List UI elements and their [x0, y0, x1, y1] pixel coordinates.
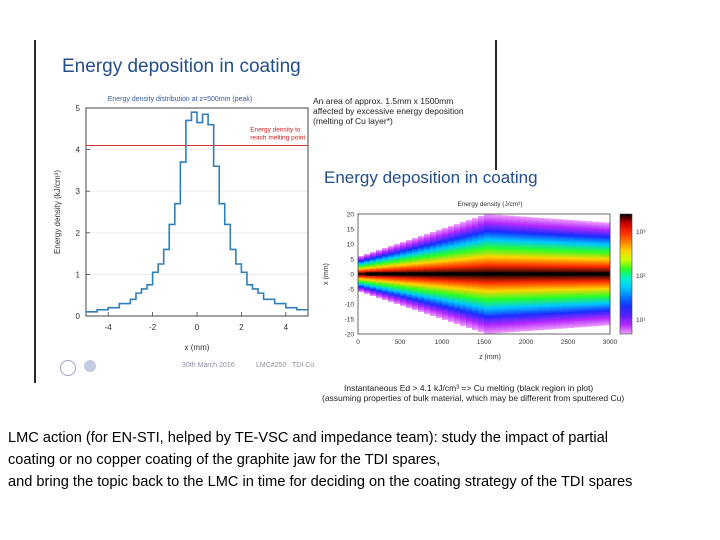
energy-density-series-line	[86, 111, 308, 313]
heatmap-xlabel: z (mm)	[479, 354, 501, 361]
left-divider	[34, 40, 36, 383]
footer-name: TDI Co	[292, 362, 315, 369]
heatmap-y-tick-label: 10	[347, 242, 355, 249]
heatmap-y-tick-label: -10	[345, 302, 355, 309]
melting-region	[366, 272, 610, 276]
annotation-line: An area of approx. 1.5mm x 1500mm	[313, 96, 454, 106]
y-tick-label: 3	[76, 187, 81, 196]
colorbar-tick-label: 10²	[636, 273, 646, 280]
body-line: LMC action (for EN-STI, helped by TE-VSC…	[8, 430, 608, 446]
line-chart: Energy density distribution at z=500mm (…	[53, 96, 309, 352]
heatmap-ylabel: x (mm)	[323, 263, 330, 285]
heatmap-y-tick-label: -5	[348, 287, 354, 294]
right-panel-title: Energy deposition in coating	[324, 168, 538, 187]
heatmap-column	[358, 256, 365, 292]
threshold-label-line: reach melting point	[250, 134, 305, 141]
left-panel-title: Energy deposition in coating	[62, 56, 301, 77]
heatmap-x-tick-label: 500	[395, 339, 406, 346]
x-tick-label: 0	[195, 323, 200, 332]
colorbar-tick-label: 10³	[636, 229, 646, 236]
heatmap-y-tick-label: 15	[347, 227, 355, 234]
heatmap-x-tick-label: 2000	[519, 339, 534, 346]
cern-logo-icon	[60, 360, 76, 376]
y-tick-label: 5	[76, 104, 81, 113]
footer-meeting: LMC#250	[256, 362, 287, 369]
footer-date: 30th March 2016	[182, 362, 235, 369]
colorbar-tick-label: 10¹	[636, 317, 646, 324]
threshold-label-line: Energy density to	[250, 126, 301, 133]
heatmap-x-tick-label: 2500	[561, 339, 576, 346]
x-tick-label: 4	[284, 323, 289, 332]
body-line: coating or no copper coating of the grap…	[8, 452, 441, 468]
heatmap-chart: Energy density (J/cm³) 20 15 10 5 0 -5 -10 -15 -…	[323, 201, 646, 361]
heatmap-caption: Instantaneous Ed > 4.1 kJ/cm³ => Cu melt…	[322, 383, 624, 403]
heatmap-y-tick-label: -20	[345, 332, 355, 339]
heatmap-title: Energy density (J/cm³)	[457, 201, 522, 208]
x-tick-label: 2	[239, 323, 244, 332]
heatmap-y-tick-label: 5	[350, 257, 354, 264]
line-chart-xlabel: x (mm)	[185, 343, 210, 352]
line-chart-ylabel: Energy density (kJ/cm³)	[53, 170, 62, 254]
colorbar	[619, 213, 633, 335]
y-tick-label: 2	[76, 229, 81, 238]
heatmap-x-tick-label: 0	[356, 339, 360, 346]
right-divider	[495, 40, 497, 170]
heatmap-x-tick-label: 1500	[477, 339, 492, 346]
slide-footer: 30th March 2016 LMC#250 TDI Co	[40, 356, 316, 378]
heatmap-y-tick-label: 0	[350, 272, 354, 279]
annotation-line: (melting of Cu layer*)	[313, 116, 393, 126]
heatmap-x-tick-label: 1000	[435, 339, 450, 346]
heatmap-y-tick-label: -15	[345, 317, 355, 324]
annotation-line: affected by excessive energy deposition	[313, 106, 464, 116]
caption-line: Instantaneous Ed > 4.1 kJ/cm³ => Cu melt…	[344, 383, 594, 393]
body-line: and bring the topic back to the LMC in t…	[8, 474, 633, 490]
line-chart-title: Energy density distribution at z=500mm (…	[108, 96, 253, 103]
caption-line: (assuming properties of bulk material, w…	[322, 393, 625, 403]
x-tick-label: -4	[105, 323, 113, 332]
y-tick-label: 4	[76, 146, 81, 155]
annotation-text: An area of approx. 1.5mm x 1500mm affect…	[313, 96, 491, 126]
heatmap-body	[358, 214, 611, 334]
slide-body-text: LMC action (for EN-STI, helped by TE-VSC…	[8, 427, 632, 493]
en-logo-icon	[84, 360, 96, 372]
heatmap-x-tick-label: 3000	[603, 339, 618, 346]
y-tick-label: 1	[76, 270, 81, 279]
heatmap-frame	[357, 213, 611, 335]
x-tick-label: -2	[149, 323, 157, 332]
heatmap-y-tick-label: 20	[347, 212, 355, 219]
y-tick-label: 0	[76, 312, 81, 321]
